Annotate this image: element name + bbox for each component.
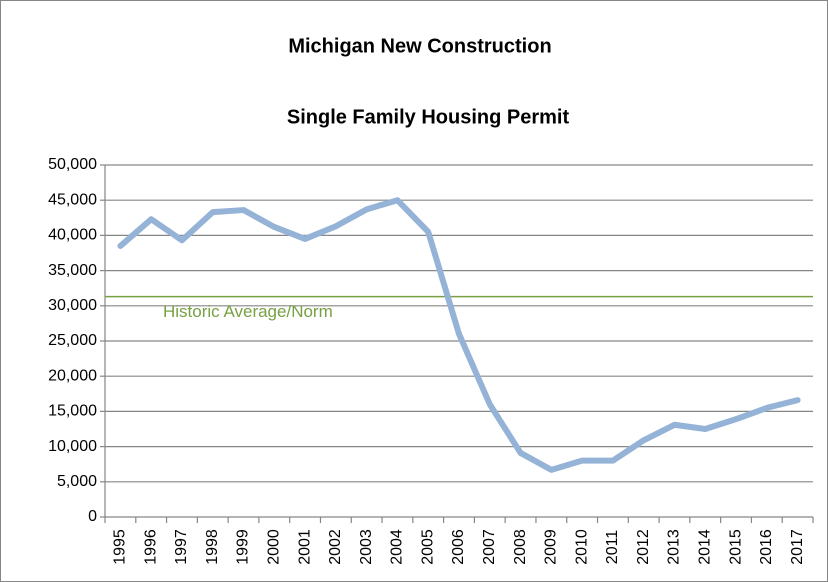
- x-tick-label: 2005: [419, 529, 436, 565]
- x-tick-label: 2007: [481, 529, 498, 565]
- x-tick-label: 2015: [727, 529, 744, 565]
- x-tick-label: 2012: [635, 529, 652, 565]
- y-tick-label: 20,000: [48, 367, 97, 384]
- chart-subtitle: Single Family Housing Permit: [287, 106, 570, 128]
- x-tick-label: 2006: [450, 529, 467, 565]
- y-tick-label: 35,000: [48, 262, 97, 279]
- x-tick-label: 1999: [235, 529, 252, 565]
- y-tick-label: 40,000: [48, 227, 97, 244]
- y-tick-label: 10,000: [48, 438, 97, 455]
- x-tick-label: 1997: [173, 529, 190, 565]
- y-tick-label: 45,000: [48, 191, 97, 208]
- x-tick-label: 2014: [696, 529, 713, 565]
- x-tick-label: 2002: [327, 529, 344, 565]
- y-tick-label: 15,000: [48, 403, 97, 420]
- y-tick-label: 0: [88, 508, 97, 525]
- x-tick-label: 2000: [266, 529, 283, 565]
- y-tick-label: 50,000: [48, 156, 97, 173]
- x-tick-label: 2016: [758, 529, 775, 565]
- y-tick-label: 25,000: [48, 332, 97, 349]
- y-tick-label: 30,000: [48, 297, 97, 314]
- x-tick-label: 2008: [512, 529, 529, 565]
- x-tick-label: 1996: [142, 529, 159, 565]
- x-tick-label: 2003: [358, 529, 375, 565]
- x-tick-label: 2009: [543, 529, 560, 565]
- y-tick-label: 5,000: [57, 473, 97, 490]
- x-tick-label: 2010: [573, 529, 590, 565]
- chart-title: Michigan New Construction: [288, 35, 551, 57]
- x-tick-label: 2011: [604, 530, 621, 565]
- x-tick-label: 2013: [666, 529, 683, 565]
- x-tick-label: 1995: [112, 529, 129, 565]
- x-tick-label: 1998: [204, 529, 221, 565]
- x-tick-label: 2001: [296, 529, 313, 565]
- reference-label: Historic Average/Norm: [163, 302, 333, 321]
- x-tick-label: 2004: [389, 529, 406, 565]
- x-tick-label: 2017: [789, 529, 806, 565]
- data-line: [117, 197, 801, 473]
